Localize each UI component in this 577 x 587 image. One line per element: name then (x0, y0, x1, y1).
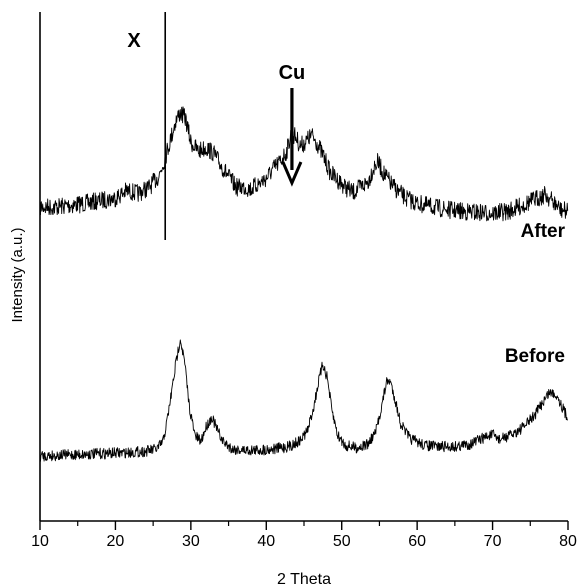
x-tick-label: 60 (408, 533, 426, 550)
series-label-after: After (521, 221, 566, 242)
x-ticks: 10 20 30 40 50 60 70 80 (31, 521, 577, 550)
x-axis-label: 2 Theta (277, 571, 331, 587)
plot-area (39, 12, 568, 522)
x-tick-label: 50 (333, 533, 351, 550)
x-tick-label: 20 (107, 533, 125, 550)
x-tick-label: 80 (559, 533, 577, 550)
x-tick-label: 30 (182, 533, 200, 550)
annotation-cu-label: Cu (279, 62, 306, 84)
series-label-before: Before (505, 346, 565, 367)
y-axis-label: Intensity (a.u.) (9, 227, 26, 322)
series-line-before (39, 339, 569, 462)
series-layer: After Before (39, 106, 569, 462)
annotation-x-label: X (127, 30, 141, 52)
x-tick-label: 40 (257, 533, 275, 550)
series-line-after (39, 106, 569, 222)
annotation-layer: X Cu (127, 12, 305, 240)
x-tick-label: 70 (484, 533, 502, 550)
x-tick-label: 10 (31, 533, 49, 550)
annotation-cu-arrow-head (281, 161, 303, 187)
